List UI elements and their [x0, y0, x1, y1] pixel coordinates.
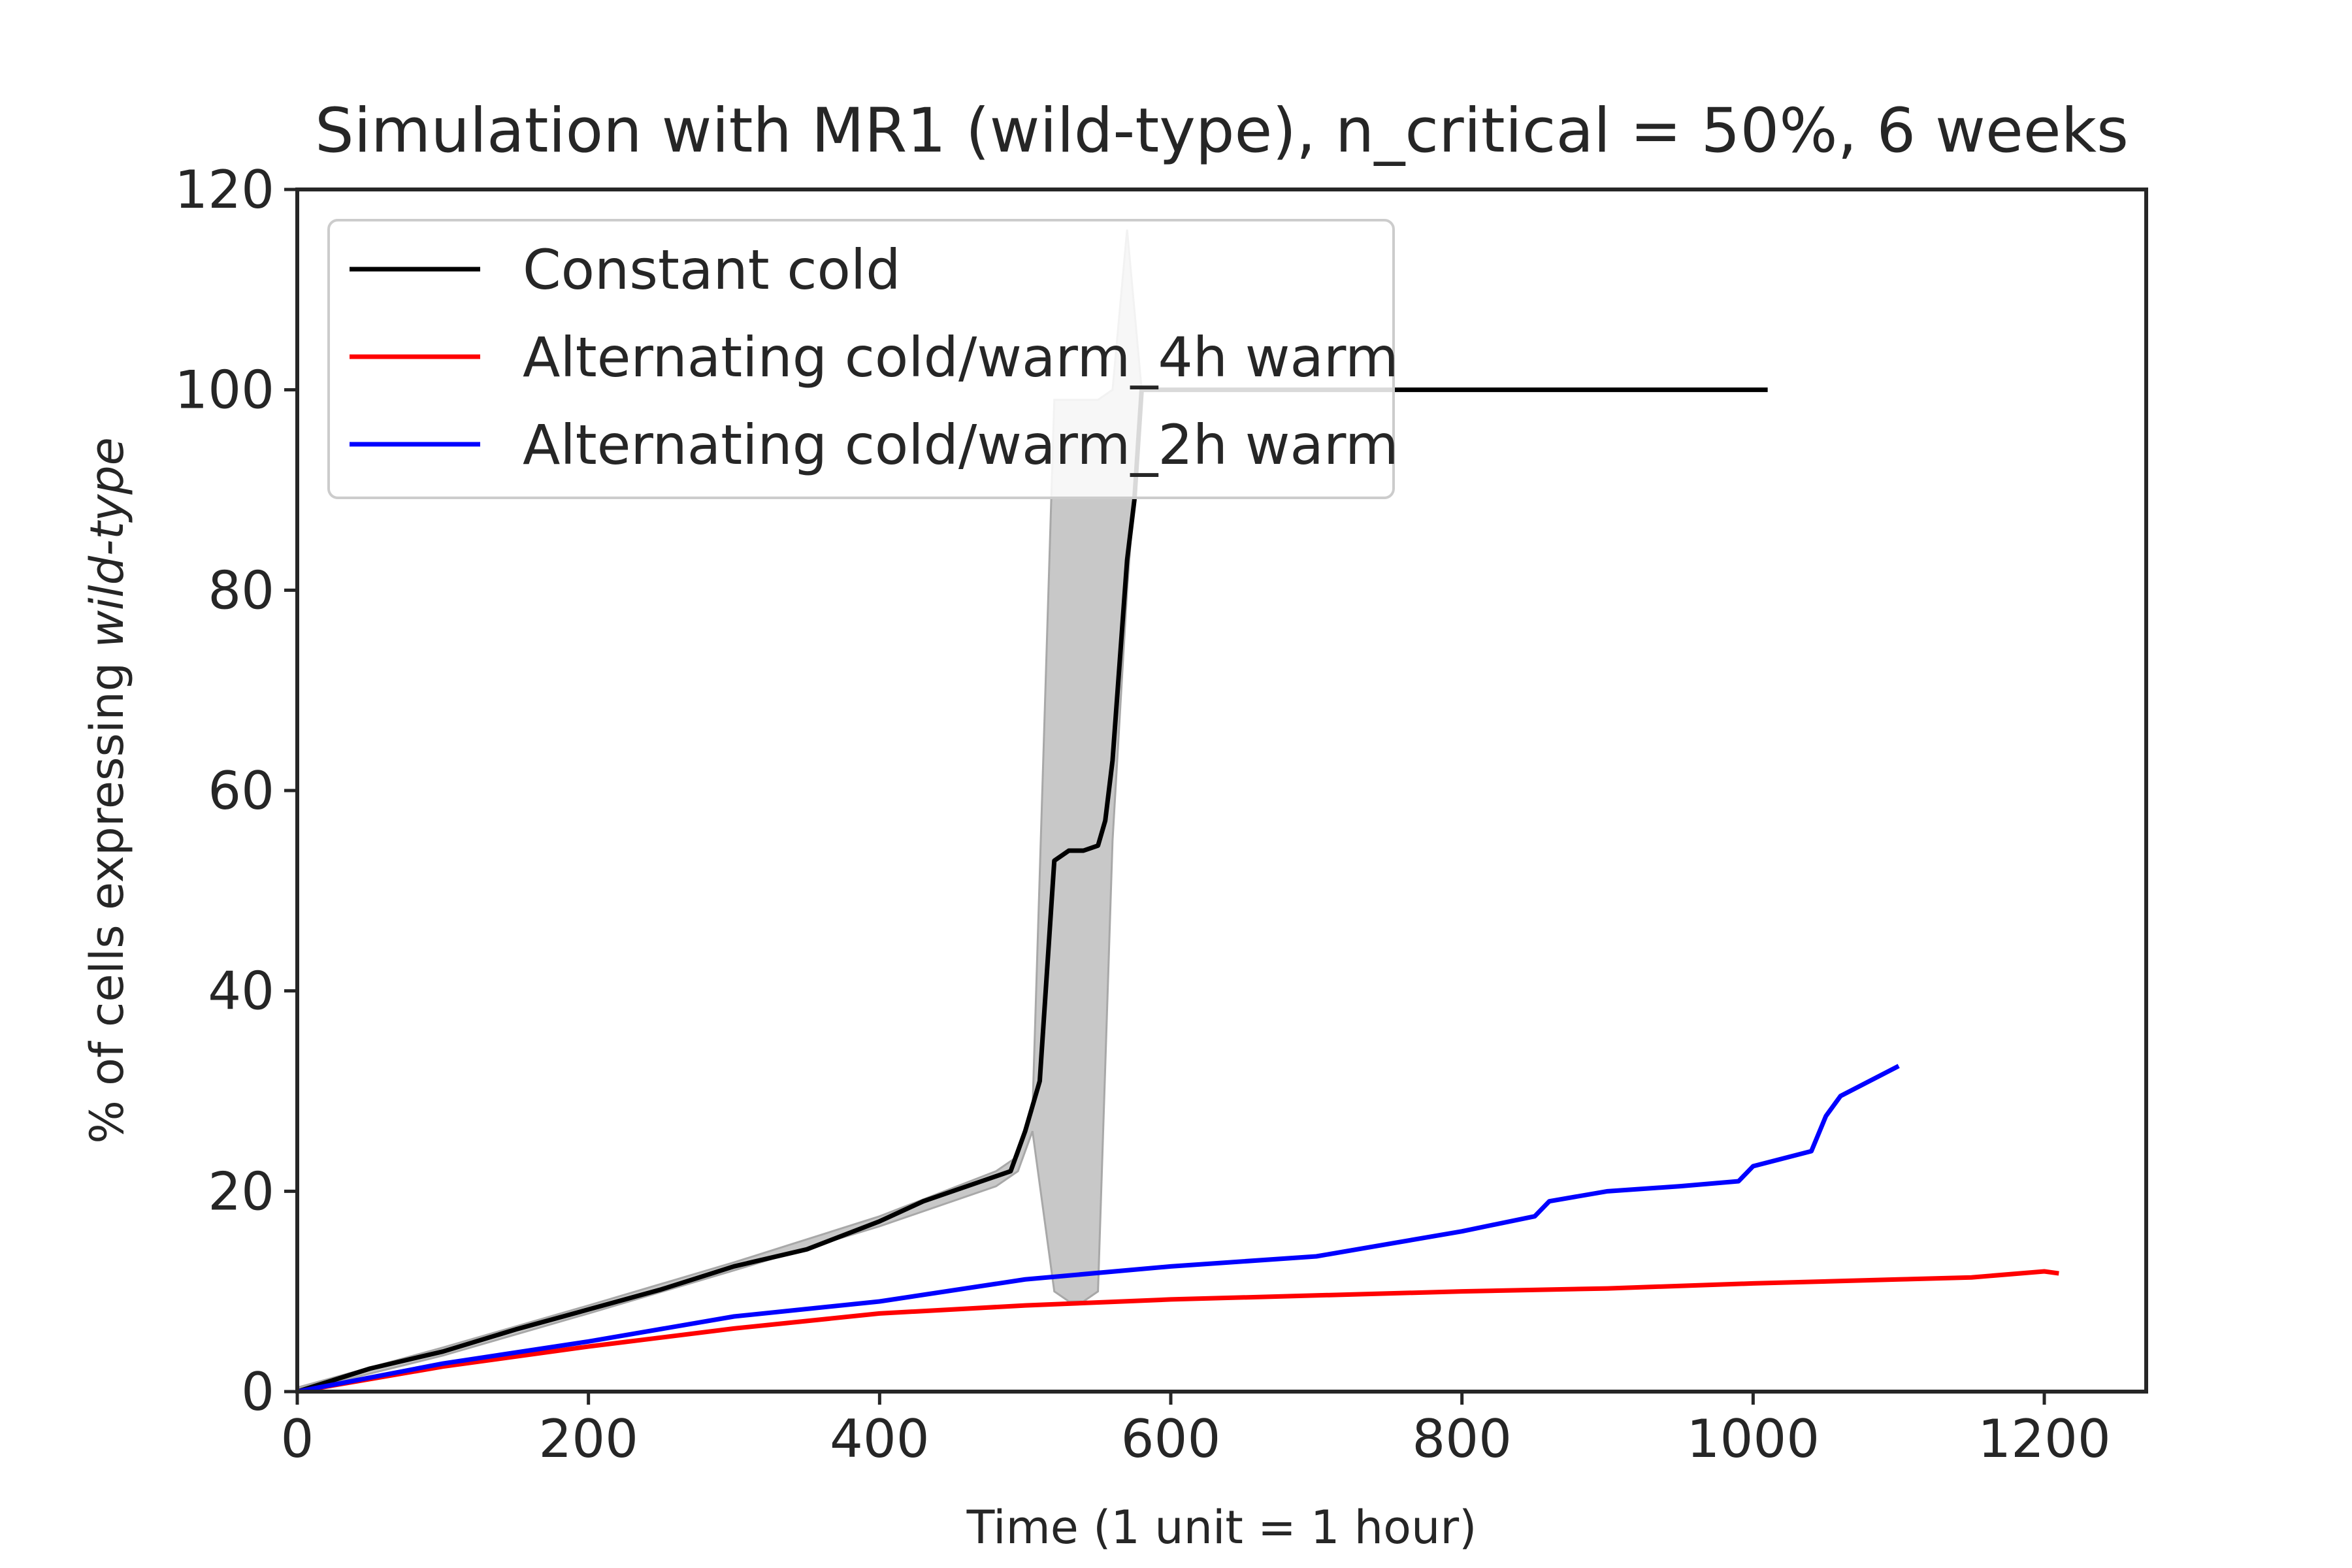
series-layer [296, 387, 2059, 1394]
legend-box [327, 219, 1395, 499]
y-axis-label-italic: wild-type [80, 437, 134, 647]
legend-label: Constant cold [523, 238, 901, 302]
y-tick-label: 120 [174, 159, 274, 220]
series-line [296, 387, 1768, 1394]
y-axis-ticks: 0 20 40 60 80 100 120 [174, 159, 297, 1422]
y-tick-label: 20 [208, 1161, 274, 1222]
x-tick-label: 400 [830, 1409, 930, 1469]
y-tick-label: 60 [208, 760, 274, 821]
y-tick-label: 40 [208, 961, 274, 1022]
x-tick-label: 200 [538, 1409, 638, 1469]
chart-title: Simulation with MR1 (wild-type), n_criti… [315, 95, 2129, 167]
y-axis-label: % of cells expressing wild-type [80, 437, 134, 1143]
y-tick-label: 0 [241, 1362, 274, 1422]
x-tick-label: 600 [1121, 1409, 1221, 1469]
x-tick-label: 1000 [1687, 1409, 1820, 1469]
series-line [297, 1269, 2059, 1394]
legend-label: Alternating cold/warm_4h warm [523, 325, 1399, 389]
x-axis-ticks: 0 200 400 600 800 1000 1200 [281, 1392, 2111, 1469]
y-tick-label: 80 [208, 560, 274, 621]
x-tick-label: 0 [281, 1409, 314, 1469]
x-tick-label: 1200 [1978, 1409, 2111, 1469]
x-axis-label: Time (1 unit = 1 hour) [966, 1501, 1477, 1554]
legend-label: Alternating cold/warm_2h warm [523, 413, 1399, 477]
y-axis-label-prefix: % of cells expressing [80, 648, 134, 1144]
x-tick-label: 800 [1412, 1409, 1512, 1469]
y-tick-label: 100 [174, 360, 274, 421]
series-line [297, 1064, 1900, 1394]
legend: Constant cold Alternating cold/warm_4h wa… [327, 219, 1399, 499]
